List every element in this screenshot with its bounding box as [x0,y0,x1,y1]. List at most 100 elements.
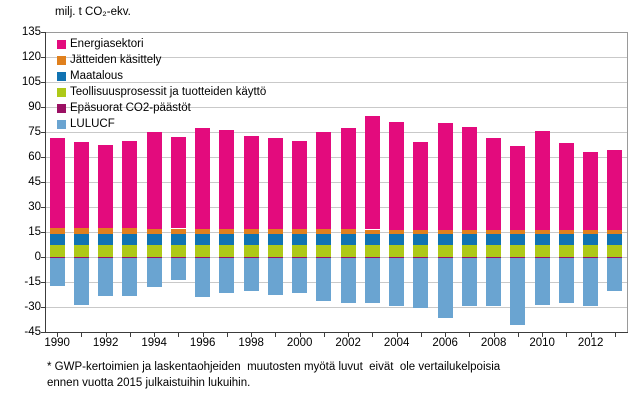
gridline [45,307,627,308]
gridline [45,232,627,233]
bar-segment-1991 [73,245,89,257]
bar-segment-lulucf-1993 [122,258,138,297]
bar-segment-2004 [389,245,405,257]
legend-item-jatteiden-kasittely: Jätteiden käsittely [57,52,266,68]
bar-segment-2010 [534,245,550,257]
bar-segment-2011 [558,143,574,231]
x-axis-line [41,332,628,333]
bar-segment-lulucf-1994 [146,258,162,288]
gridline [45,207,627,208]
bar-segment-lulucf-2002 [340,258,356,303]
bar-segment-1995 [170,245,186,257]
x-tick [445,333,446,337]
bar-segment-2003 [364,234,380,245]
gridline [45,107,627,108]
bar-segment-2012 [583,234,599,245]
y-axis-label: 15 [28,226,41,238]
bar-segment-1997 [219,234,235,245]
bar-segment-2013 [607,230,623,235]
bar-segment-1992 [98,245,114,257]
bar-segment-lulucf-1995 [170,258,186,280]
bar-segment-2001 [316,234,332,245]
x-tick [154,333,155,337]
x-tick [542,333,543,337]
bar-segment-2008 [486,138,502,230]
bar-segment-2011 [558,230,574,235]
y-axis-label: 90 [28,101,41,113]
bar-segment-2012 [583,151,599,231]
y-tick [41,107,45,108]
chart-title: milj. t CO₂-ekv. [55,6,131,18]
y-axis-label: -30 [24,301,41,313]
bar-segment-lulucf-2009 [510,258,526,325]
bar-segment-1998 [243,234,259,245]
legend-label: Teollisuusprosessit ja tuotteiden käyttö [70,86,267,98]
bar-segment-2006 [437,234,453,245]
x-axis-label: 1998 [238,337,264,349]
x-tick [615,333,616,337]
x-tick [275,333,276,337]
bar-segment-lulucf-2006 [437,258,453,318]
y-axis-line [45,32,46,333]
footnote-line-1: * GWP-kertoimien ja laskentaohjeiden muu… [47,361,501,373]
bar-segment-1991 [73,228,89,235]
bar-segment-lulucf-2004 [389,258,405,307]
y-axis-label: -45 [24,326,41,338]
gridline [45,157,627,158]
bar-segment-1991 [73,141,89,229]
bar-segment-1999 [267,229,283,235]
bar-segment-2005 [413,234,429,245]
x-tick [227,333,228,337]
bar-segment-1996 [195,234,211,245]
x-tick [421,333,422,337]
x-axis-label: 2008 [480,337,507,349]
x-tick [57,333,58,337]
bar-segment-1994 [146,228,162,235]
x-tick [397,333,398,337]
bar-segment-1997 [219,245,235,257]
y-tick [41,132,45,133]
bar-segment-1995 [170,228,186,235]
bar-segment-2007 [461,229,477,235]
bar-segment-1997 [219,129,235,229]
legend-item-epasuorat-co2: Epäsuorat CO2-päästöt [57,100,266,116]
footnote: * GWP-kertoimien ja laskentaohjeiden muu… [47,360,500,391]
y-tick [41,207,45,208]
legend-swatch-icon [57,87,66,97]
bar-segment-lulucf-2001 [316,258,332,302]
bar-segment-1990 [49,138,65,229]
bar-segment-1994 [146,245,162,257]
bar-segment-2010 [534,230,550,235]
x-tick [324,333,325,337]
bar-segment-2002 [340,128,356,230]
bar-segment-2006 [437,245,453,257]
x-tick [518,333,519,337]
bar-segment-1990 [49,245,65,257]
gridline [45,182,627,183]
bar-segment-2003 [364,229,380,235]
bar-segment-1999 [267,245,283,257]
legend-label: Jätteiden käsittely [70,54,162,66]
bar-segment-1996 [195,127,211,229]
y-axis-label: 75 [28,126,41,138]
legend-swatch-icon [57,103,66,113]
bar-segment-2009 [510,234,526,245]
y-tick [41,32,45,33]
bar-segment-lulucf-1996 [195,258,211,298]
bar-segment-lulucf-1992 [98,258,114,296]
bar-segment-2007 [461,245,477,257]
bar-segment-lulucf-2010 [534,258,550,305]
bar-segment-lulucf-2011 [558,258,574,303]
bar-segment-1996 [195,245,211,257]
bar-segment-1994 [146,131,162,229]
y-axis-label: 135 [21,26,41,38]
bar-segment-2001 [316,229,332,235]
x-axis-label: 1996 [189,337,216,349]
legend-label: LULUCF [70,118,115,130]
x-tick [251,333,252,337]
bar-segment-1993 [122,245,138,257]
gridline [45,82,627,83]
bar-segment-2008 [486,245,502,257]
bar-segment-2000 [292,245,308,257]
x-axis-label: 2000 [286,337,313,349]
